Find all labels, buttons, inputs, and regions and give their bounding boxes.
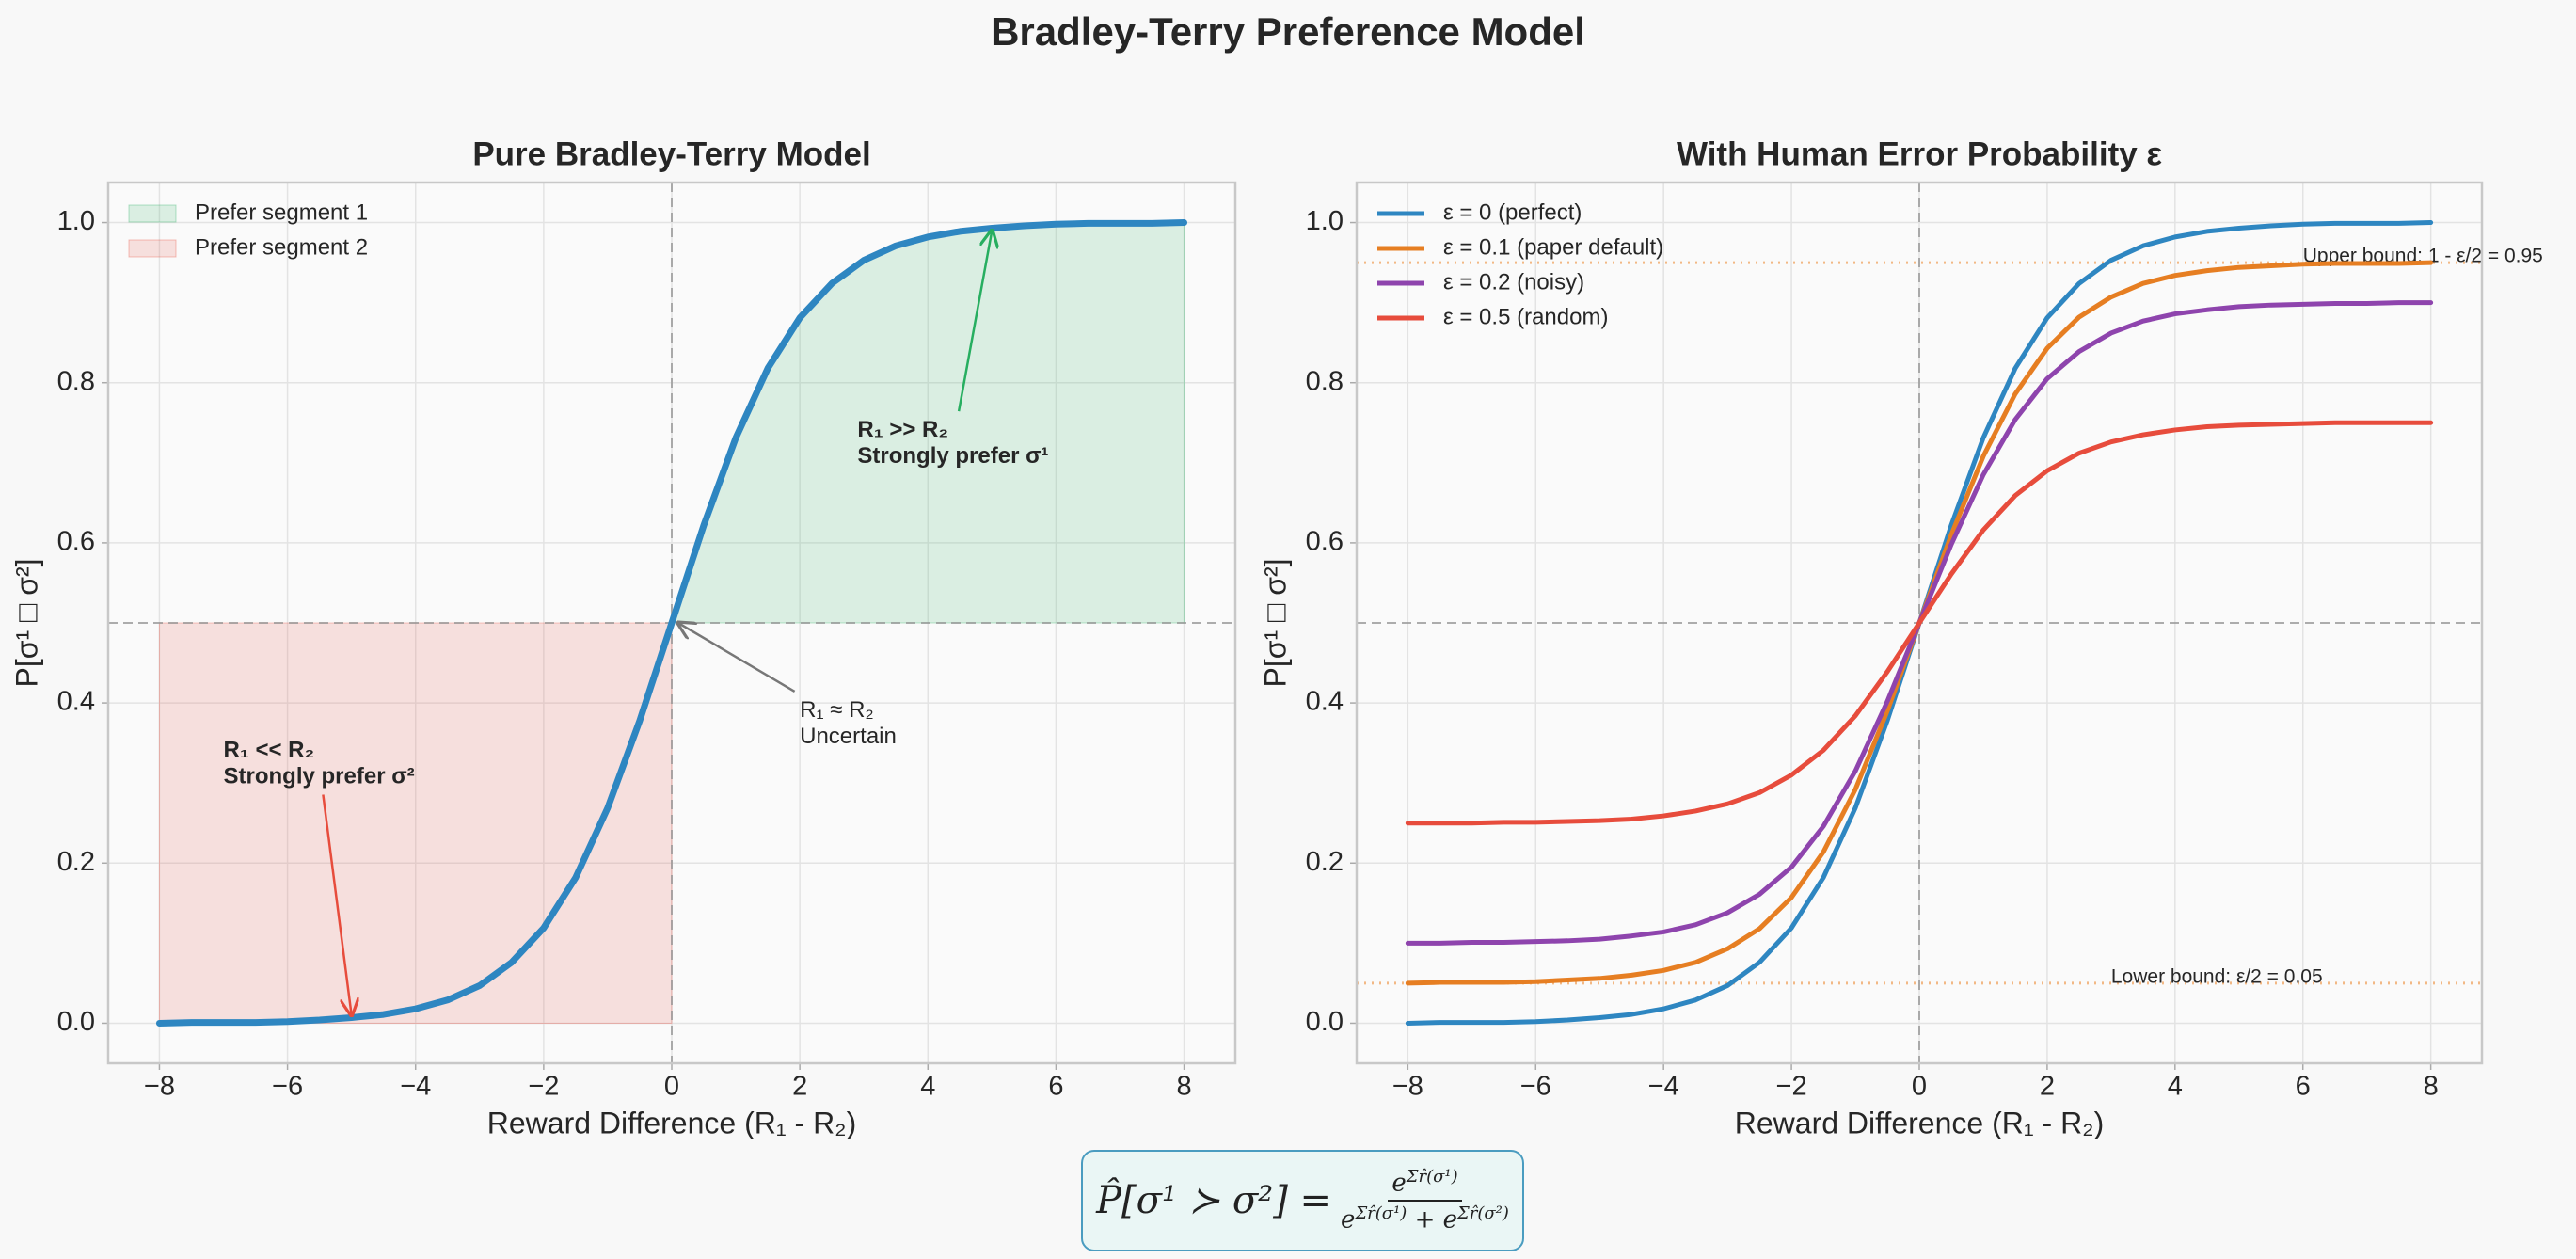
legend-label: ε = 0.2 (noisy) (1443, 269, 1584, 295)
annotation-arrow (678, 623, 796, 693)
x-tick-label: 2 (2040, 1072, 2055, 1102)
x-tick-label: 6 (2296, 1072, 2311, 1102)
y-axis-label: P[σ¹ □ σ²] (1258, 558, 1292, 687)
x-tick-label: −6 (1520, 1072, 1551, 1102)
x-tick-label: −2 (528, 1072, 559, 1102)
y-tick-label: 0.8 (1306, 366, 1344, 396)
legend-label: Prefer segment 1 (195, 199, 368, 225)
x-tick-label: −4 (1648, 1072, 1679, 1102)
legend-label: ε = 0.1 (paper default) (1443, 234, 1663, 260)
axes-frame (106, 181, 1237, 1065)
formula-exp: Σr̂(σ¹) (1406, 1167, 1458, 1187)
formula-text: e (1341, 1205, 1356, 1235)
x-tick-label: 4 (920, 1072, 935, 1102)
y-tick-label: 0.0 (1306, 1007, 1344, 1037)
legend-label: ε = 0 (perfect) (1443, 199, 1582, 225)
formula-fraction: eΣr̂(σ¹) eΣr̂(σ¹) + eΣr̂(σ²) (1341, 1167, 1509, 1234)
x-tick-label: 0 (664, 1072, 679, 1102)
y-tick-label: 0.4 (57, 687, 95, 717)
x-axis-label: Reward Difference (R₁ - R₂) (487, 1106, 857, 1139)
annotation-arrow (322, 794, 351, 1014)
axes-frame (1355, 181, 2484, 1065)
x-tick-label: 8 (2424, 1072, 2439, 1102)
y-tick-label: 0.0 (57, 1007, 95, 1037)
formula-numerator: eΣr̂(σ¹) (1388, 1167, 1462, 1202)
formula-box: P̂[σ¹ ≻ σ²] = eΣr̂(σ¹) eΣr̂(σ¹) + eΣr̂(σ… (1081, 1150, 1524, 1251)
legend-label: ε = 0.5 (random) (1443, 304, 1608, 329)
x-tick-label: 8 (1176, 1072, 1191, 1102)
x-tick-label: 0 (1912, 1072, 1927, 1102)
x-tick-label: 6 (1048, 1072, 1063, 1102)
annotation-text: Strongly prefer σ² (224, 763, 415, 789)
bound-label: Lower bound: ε/2 = 0.05 (2111, 965, 2323, 987)
x-tick-label: −2 (1776, 1072, 1807, 1102)
annotation-text: Strongly prefer σ¹ (857, 443, 1048, 469)
annotation-text: R₁ >> R₂ (857, 417, 948, 442)
x-tick-label: 4 (2168, 1072, 2183, 1102)
annotation-text: Uncertain (800, 724, 897, 749)
y-tick-label: 0.6 (1306, 527, 1344, 557)
x-tick-label: 2 (792, 1072, 807, 1102)
fill-area (158, 622, 673, 1024)
legend-swatch (128, 239, 177, 258)
annotation-text: R₁ ≈ R₂ (800, 697, 874, 723)
formula-lhs: P̂[σ¹ ≻ σ²] = (1096, 1179, 1332, 1222)
y-tick-label: 0.4 (1306, 687, 1344, 717)
formula-exp: Σr̂(σ²) (1457, 1203, 1509, 1223)
annotation-text: R₁ << R₂ (224, 737, 315, 762)
x-tick-label: −8 (144, 1072, 175, 1102)
formula-exp: Σr̂(σ¹) (1355, 1203, 1407, 1223)
formula-text: + e (1414, 1205, 1458, 1235)
y-tick-label: 1.0 (1306, 206, 1344, 236)
figure-title: Bradley-Terry Preference Model (991, 9, 1585, 54)
annotation-arrow (957, 231, 992, 412)
series-line (155, 219, 1188, 1027)
y-tick-label: 0.6 (57, 527, 95, 557)
y-axis-label: P[σ¹ □ σ²] (9, 558, 43, 687)
series-line (1405, 420, 2434, 826)
formula-text: e (1391, 1170, 1407, 1198)
y-tick-label: 0.2 (1306, 847, 1344, 877)
subplot-title: With Human Error Probability ε (1677, 135, 2162, 172)
y-tick-label: 0.2 (57, 847, 95, 877)
x-tick-label: −8 (1392, 1072, 1423, 1102)
legend-label: Prefer segment 2 (195, 234, 368, 260)
y-tick-label: 1.0 (57, 206, 95, 236)
subplot-title: Pure Bradley-Terry Model (472, 135, 870, 172)
x-tick-label: −4 (400, 1072, 431, 1102)
y-tick-label: 0.8 (57, 366, 95, 396)
formula-denominator: eΣr̂(σ¹) + eΣr̂(σ²) (1341, 1202, 1509, 1235)
legend-swatch (128, 204, 177, 223)
x-axis-label: Reward Difference (R₁ - R₂) (1735, 1106, 2105, 1139)
x-tick-label: −6 (272, 1072, 303, 1102)
